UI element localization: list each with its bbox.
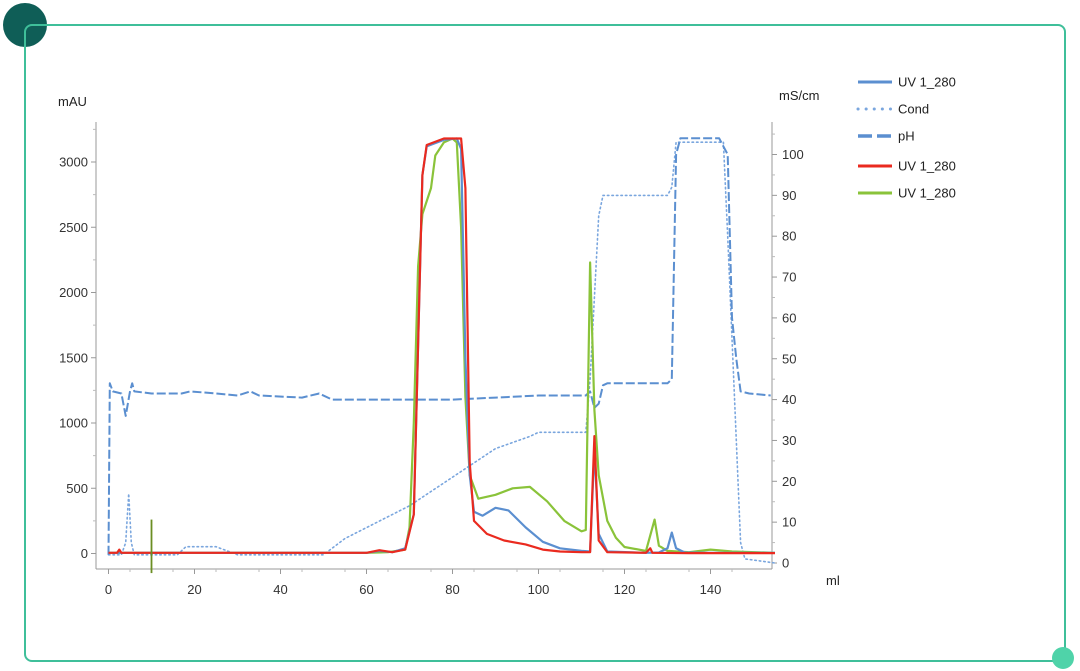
x-tick-label: 0 bbox=[105, 582, 112, 597]
x-ticks: 0 20 40 60 80 100 120 140 bbox=[105, 569, 733, 597]
right-y-tick-label: 80 bbox=[782, 229, 796, 244]
x-tick-label: 100 bbox=[528, 582, 550, 597]
left-y-tick-label: 3000 bbox=[59, 155, 88, 170]
right-y-tick-label: 20 bbox=[782, 474, 796, 489]
x-tick-label: 40 bbox=[273, 582, 287, 597]
right-y-tick-label: 40 bbox=[782, 392, 796, 407]
series-line-1 bbox=[107, 141, 776, 564]
series-line-2 bbox=[107, 137, 771, 555]
right-y-tick-label: 70 bbox=[782, 270, 796, 285]
legend-label-2: pH bbox=[898, 129, 915, 144]
right-y-tick-label: 100 bbox=[782, 147, 804, 162]
legend: UV 1_280 Cond pH UV 1_280 UV 1_280 bbox=[856, 75, 956, 201]
left-y-tick-label: 2000 bbox=[59, 285, 88, 300]
series-line-4 bbox=[108, 137, 776, 554]
x-tick-label: 60 bbox=[359, 582, 373, 597]
plot-area bbox=[107, 137, 776, 574]
right-y-tick-label: 0 bbox=[782, 556, 789, 571]
left-y-tick-label: 2500 bbox=[59, 220, 88, 235]
right-axis-title: mS/cm bbox=[779, 88, 819, 103]
left-axis-title: mAU bbox=[58, 94, 87, 109]
frame-corner-dot-bottom-right bbox=[1052, 647, 1074, 669]
x-tick-label: 120 bbox=[614, 582, 636, 597]
right-y-tick-label: 60 bbox=[782, 310, 796, 325]
right-y-tick-label: 50 bbox=[782, 351, 796, 366]
series-line-0 bbox=[108, 137, 775, 554]
legend-label-1: Cond bbox=[898, 102, 929, 117]
legend-label-4: UV 1_280 bbox=[898, 186, 956, 201]
right-y-tick-label: 10 bbox=[782, 515, 796, 530]
x-tick-label: 140 bbox=[700, 582, 722, 597]
left-y-tick-label: 1500 bbox=[59, 350, 88, 365]
left-y-tick-label: 500 bbox=[66, 481, 88, 496]
left-y-ticks: 0 500 1000 1500 2000 2500 3000 bbox=[59, 128, 96, 561]
chart-axes bbox=[95, 122, 773, 570]
legend-label-0: UV 1_280 bbox=[898, 75, 956, 90]
right-y-tick-label: 90 bbox=[782, 188, 796, 203]
right-y-tick-label: 30 bbox=[782, 433, 796, 448]
right-y-ticks: 0 10 20 30 40 50 60 70 80 90 100 bbox=[772, 133, 804, 571]
x-tick-label: 20 bbox=[187, 582, 201, 597]
chart-frame bbox=[24, 24, 1066, 662]
x-tick-label: 80 bbox=[445, 582, 459, 597]
series-line-3 bbox=[108, 137, 775, 555]
x-axis-title: ml bbox=[826, 573, 840, 588]
left-y-tick-label: 0 bbox=[81, 546, 88, 561]
legend-label-3: UV 1_280 bbox=[898, 159, 956, 174]
left-y-tick-label: 1000 bbox=[59, 416, 88, 431]
